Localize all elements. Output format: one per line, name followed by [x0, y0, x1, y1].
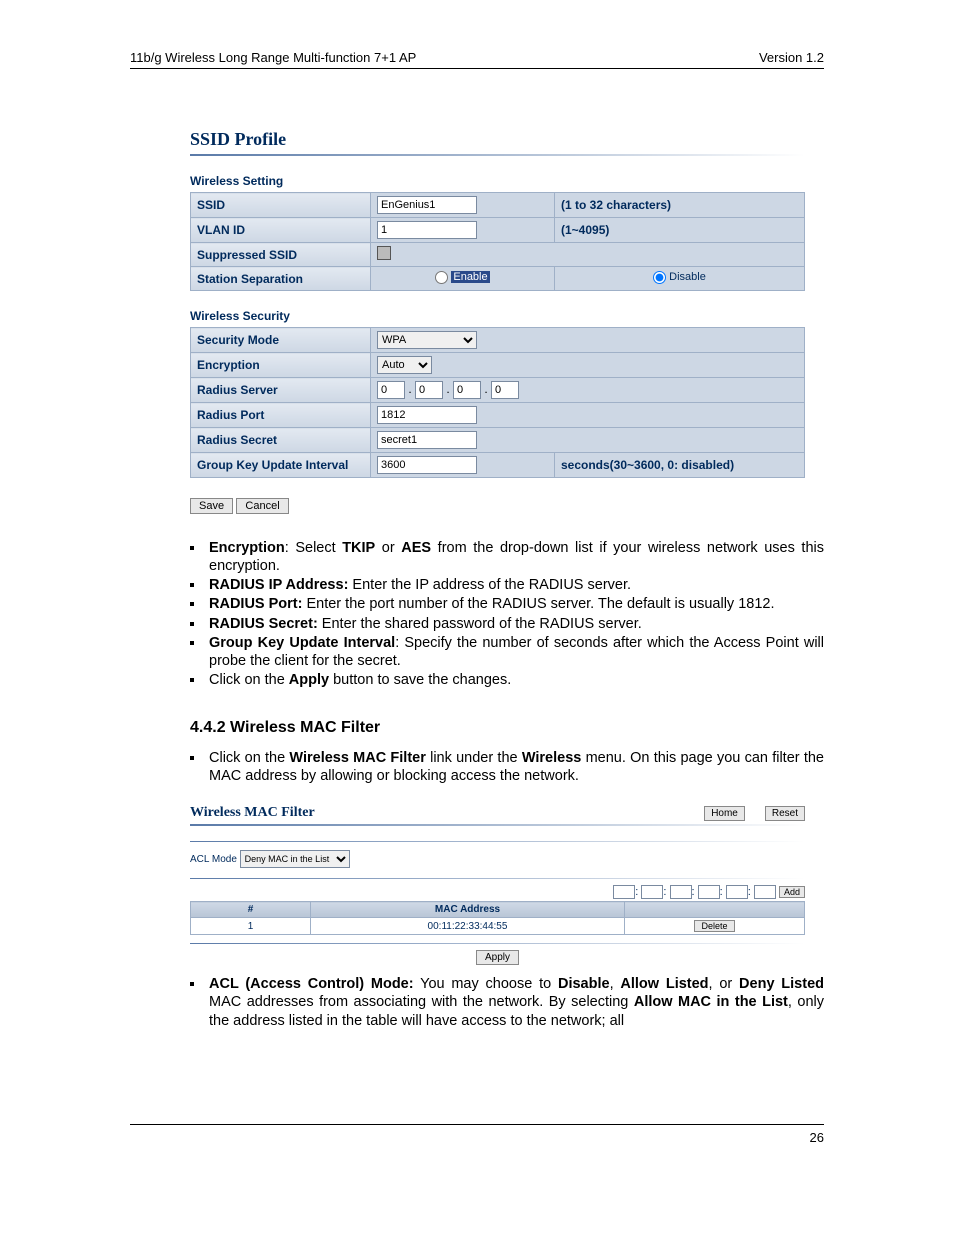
divider — [190, 824, 805, 826]
home-button[interactable]: Home — [704, 806, 745, 821]
radius-server-label: Radius Server — [191, 378, 371, 403]
radius-ip-3[interactable] — [453, 381, 481, 399]
vlan-input[interactable] — [377, 221, 477, 239]
instructions-list-2: Click on the Wireless MAC Filter link un… — [175, 749, 824, 785]
list-item: RADIUS IP Address: Enter the IP address … — [205, 576, 824, 594]
radius-secret-label: Radius Secret — [191, 428, 371, 453]
mac-octet-5[interactable] — [726, 885, 748, 899]
vlan-label: VLAN ID — [191, 218, 371, 243]
list-item: ACL (Access Control) Mode: You may choos… — [205, 975, 824, 1029]
mac-octet-3[interactable] — [670, 885, 692, 899]
col-action — [625, 902, 805, 918]
wireless-setting-label: Wireless Setting — [190, 174, 805, 188]
encryption-select[interactable]: Auto — [377, 356, 432, 374]
instructions-list-1: Encryption: Select TKIP or AES from the … — [175, 539, 824, 689]
radius-port-label: Radius Port — [191, 403, 371, 428]
ssid-profile-title: SSID Profile — [190, 129, 805, 150]
delete-button[interactable]: Delete — [694, 920, 734, 932]
wireless-setting-table: SSID (1 to 32 characters) VLAN ID (1~409… — [190, 192, 805, 291]
group-key-input[interactable] — [377, 456, 477, 474]
list-item: RADIUS Port: Enter the port number of th… — [205, 595, 824, 613]
group-key-label: Group Key Update Interval — [191, 453, 371, 478]
separation-enable-radio[interactable] — [435, 271, 448, 284]
disable-label: Disable — [669, 271, 706, 283]
radius-ip-1[interactable] — [377, 381, 405, 399]
separation-disable-radio[interactable] — [653, 271, 666, 284]
radius-secret-input[interactable] — [377, 431, 477, 449]
group-key-hint: seconds(30~3600, 0: disabled) — [555, 453, 805, 478]
acl-mode-label: ACL Mode — [190, 854, 237, 865]
wireless-security-table: Security Mode WPA Encryption Auto Radius… — [190, 327, 805, 478]
mac-octet-6[interactable] — [754, 885, 776, 899]
list-item: Click on the Wireless MAC Filter link un… — [205, 749, 824, 785]
ssid-profile-screenshot: SSID Profile Wireless Setting SSID (1 to… — [190, 129, 805, 514]
radius-port-input[interactable] — [377, 406, 477, 424]
suppressed-checkbox[interactable] — [377, 246, 391, 260]
vlan-hint: (1~4095) — [555, 218, 805, 243]
apply-button[interactable]: Apply — [476, 950, 519, 965]
table-row: 1 00:11:22:33:44:55 Delete — [191, 918, 805, 935]
security-mode-select[interactable]: WPA — [377, 331, 477, 349]
mac-octet-4[interactable] — [698, 885, 720, 899]
list-item: Click on the Apply button to save the ch… — [205, 671, 824, 689]
row-number: 1 — [191, 918, 311, 935]
header-left: 11b/g Wireless Long Range Multi-function… — [130, 50, 416, 65]
reset-button[interactable]: Reset — [765, 806, 805, 821]
list-item: Group Key Update Interval: Specify the n… — [205, 634, 824, 670]
mac-octet-1[interactable] — [613, 885, 635, 899]
mac-table: # MAC Address 1 00:11:22:33:44:55 Delete — [190, 901, 805, 935]
list-item: Encryption: Select TKIP or AES from the … — [205, 539, 824, 575]
save-button[interactable]: Save — [190, 498, 233, 514]
instructions-list-3: ACL (Access Control) Mode: You may choos… — [175, 975, 824, 1029]
cancel-button[interactable]: Cancel — [236, 498, 288, 514]
mac-octet-2[interactable] — [641, 885, 663, 899]
radius-ip-2[interactable] — [415, 381, 443, 399]
acl-mode-select[interactable]: Deny MAC in the List — [240, 850, 350, 868]
header-right: Version 1.2 — [759, 50, 824, 65]
page-header: 11b/g Wireless Long Range Multi-function… — [130, 50, 824, 69]
mac-filter-title: Wireless MAC Filter — [190, 805, 315, 821]
list-item: RADIUS Secret: Enter the shared password… — [205, 615, 824, 633]
wireless-security-label: Wireless Security — [190, 309, 805, 323]
ssid-label: SSID — [191, 193, 371, 218]
col-number: # — [191, 902, 311, 918]
ssid-input[interactable] — [377, 196, 477, 214]
ssid-hint: (1 to 32 characters) — [555, 193, 805, 218]
mac-filter-screenshot: Wireless MAC Filter Home Reset ACL Mode … — [190, 805, 805, 965]
security-mode-label: Security Mode — [191, 328, 371, 353]
radius-ip-4[interactable] — [491, 381, 519, 399]
divider — [190, 154, 805, 156]
suppressed-label: Suppressed SSID — [191, 243, 371, 267]
separation-label: Station Separation — [191, 267, 371, 291]
section-heading: 4.4.2 Wireless MAC Filter — [190, 719, 824, 737]
add-button[interactable]: Add — [779, 886, 805, 898]
col-mac: MAC Address — [311, 902, 625, 918]
enable-label: Enable — [451, 271, 489, 283]
footer-divider — [130, 1124, 824, 1125]
row-mac: 00:11:22:33:44:55 — [311, 918, 625, 935]
page-number: 26 — [810, 1130, 824, 1145]
encryption-label: Encryption — [191, 353, 371, 378]
